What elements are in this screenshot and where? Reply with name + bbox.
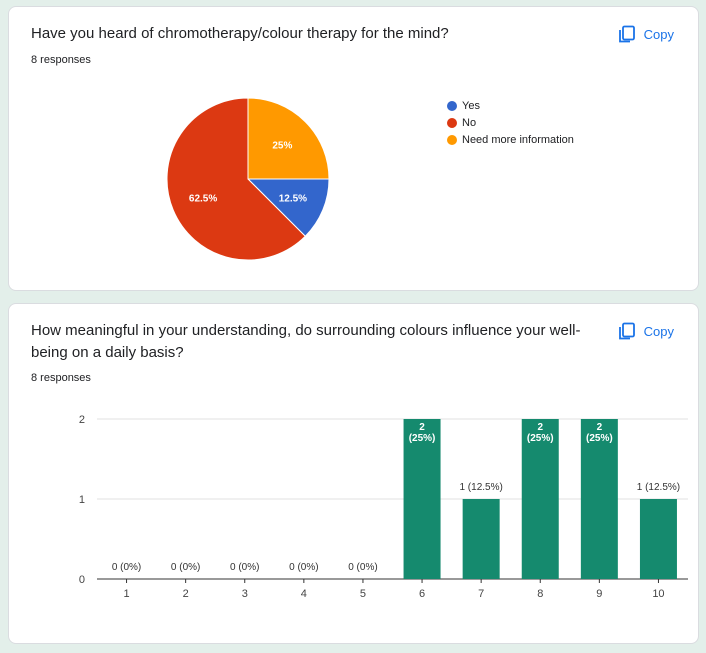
x-tick-label: 5 <box>360 588 366 600</box>
bar-data-label: 2 (25%) <box>527 422 554 444</box>
bar-8 <box>521 419 559 579</box>
x-tick-label: 2 <box>183 588 189 600</box>
pie-slice-need-more-information <box>247 97 330 180</box>
x-tick-label: 6 <box>419 588 425 600</box>
x-tick-label: 9 <box>596 588 602 600</box>
x-tick-label: 7 <box>478 588 484 600</box>
legend-item: Yes <box>447 97 574 114</box>
pie-slice-yes <box>246 178 330 237</box>
copy-icon <box>618 322 635 340</box>
bar-data-label: 0 (0%) <box>289 562 318 573</box>
legend-swatch <box>447 100 457 111</box>
question-title: Have you heard of chromotherapy/colour t… <box>31 25 449 42</box>
y-tick-label: 1 <box>79 494 85 506</box>
x-tick-label: 10 <box>652 588 664 600</box>
bar-data-label: 0 (0%) <box>112 562 141 573</box>
bar-6 <box>403 419 441 579</box>
pie-slice-label: 12.5% <box>279 194 307 205</box>
copy-button[interactable]: Copy <box>618 25 674 43</box>
bar-10 <box>639 499 677 579</box>
copy-button[interactable]: Copy <box>618 322 674 340</box>
pie-chart: 12.5% 62.5% 25% <box>166 97 330 261</box>
bar-data-label: 2 (25%) <box>409 422 436 444</box>
legend-swatch <box>447 117 457 128</box>
x-tick-label: 1 <box>123 588 129 600</box>
bar-data-label: 0 (0%) <box>230 562 259 573</box>
bar-7 <box>462 499 500 579</box>
legend-item: No <box>447 114 574 131</box>
x-tick-label: 8 <box>537 588 543 600</box>
response-count: 8 responses <box>31 54 91 66</box>
bar-data-label: 0 (0%) <box>348 562 377 573</box>
bar-data-label: 1 (12.5%) <box>459 482 502 493</box>
response-count: 8 responses <box>31 372 91 384</box>
legend-label: No <box>462 116 477 129</box>
legend-label: Need more information <box>462 133 574 146</box>
copy-label: Copy <box>643 26 674 42</box>
bar-data-label: 1 (12.5%) <box>637 482 680 493</box>
bar-chart: 0 1 2 1 0 (0%) 2 0 (0%) 3 0 (0%) 4 0 (0%) 5 0 (0%) 6 2… <box>79 414 688 600</box>
question-card-colour-influence: How meaningful in your understanding, do… <box>8 303 699 644</box>
legend-swatch <box>447 134 457 145</box>
y-tick-label: 2 <box>79 414 85 426</box>
copy-label: Copy <box>643 323 674 339</box>
question-title: How meaningful in your understanding, do… <box>31 322 581 361</box>
legend-label: Yes <box>462 99 480 112</box>
pie-slice-no <box>166 97 306 261</box>
bar-data-label: 2 (25%) <box>586 422 613 444</box>
question-card-chromotherapy: Have you heard of chromotherapy/colour t… <box>8 6 699 291</box>
pie-slice-label: 25% <box>272 141 292 152</box>
bar-data-label: 0 (0%) <box>171 562 200 573</box>
pie-legend: Yes No Need more information <box>447 97 574 148</box>
bar-9 <box>580 419 618 579</box>
pie-slice-label: 62.5% <box>189 194 217 205</box>
y-tick-label: 0 <box>79 574 85 586</box>
x-tick-label: 4 <box>301 588 307 600</box>
copy-icon <box>618 25 635 43</box>
legend-item: Need more information <box>447 131 574 148</box>
x-tick-label: 3 <box>242 588 248 600</box>
